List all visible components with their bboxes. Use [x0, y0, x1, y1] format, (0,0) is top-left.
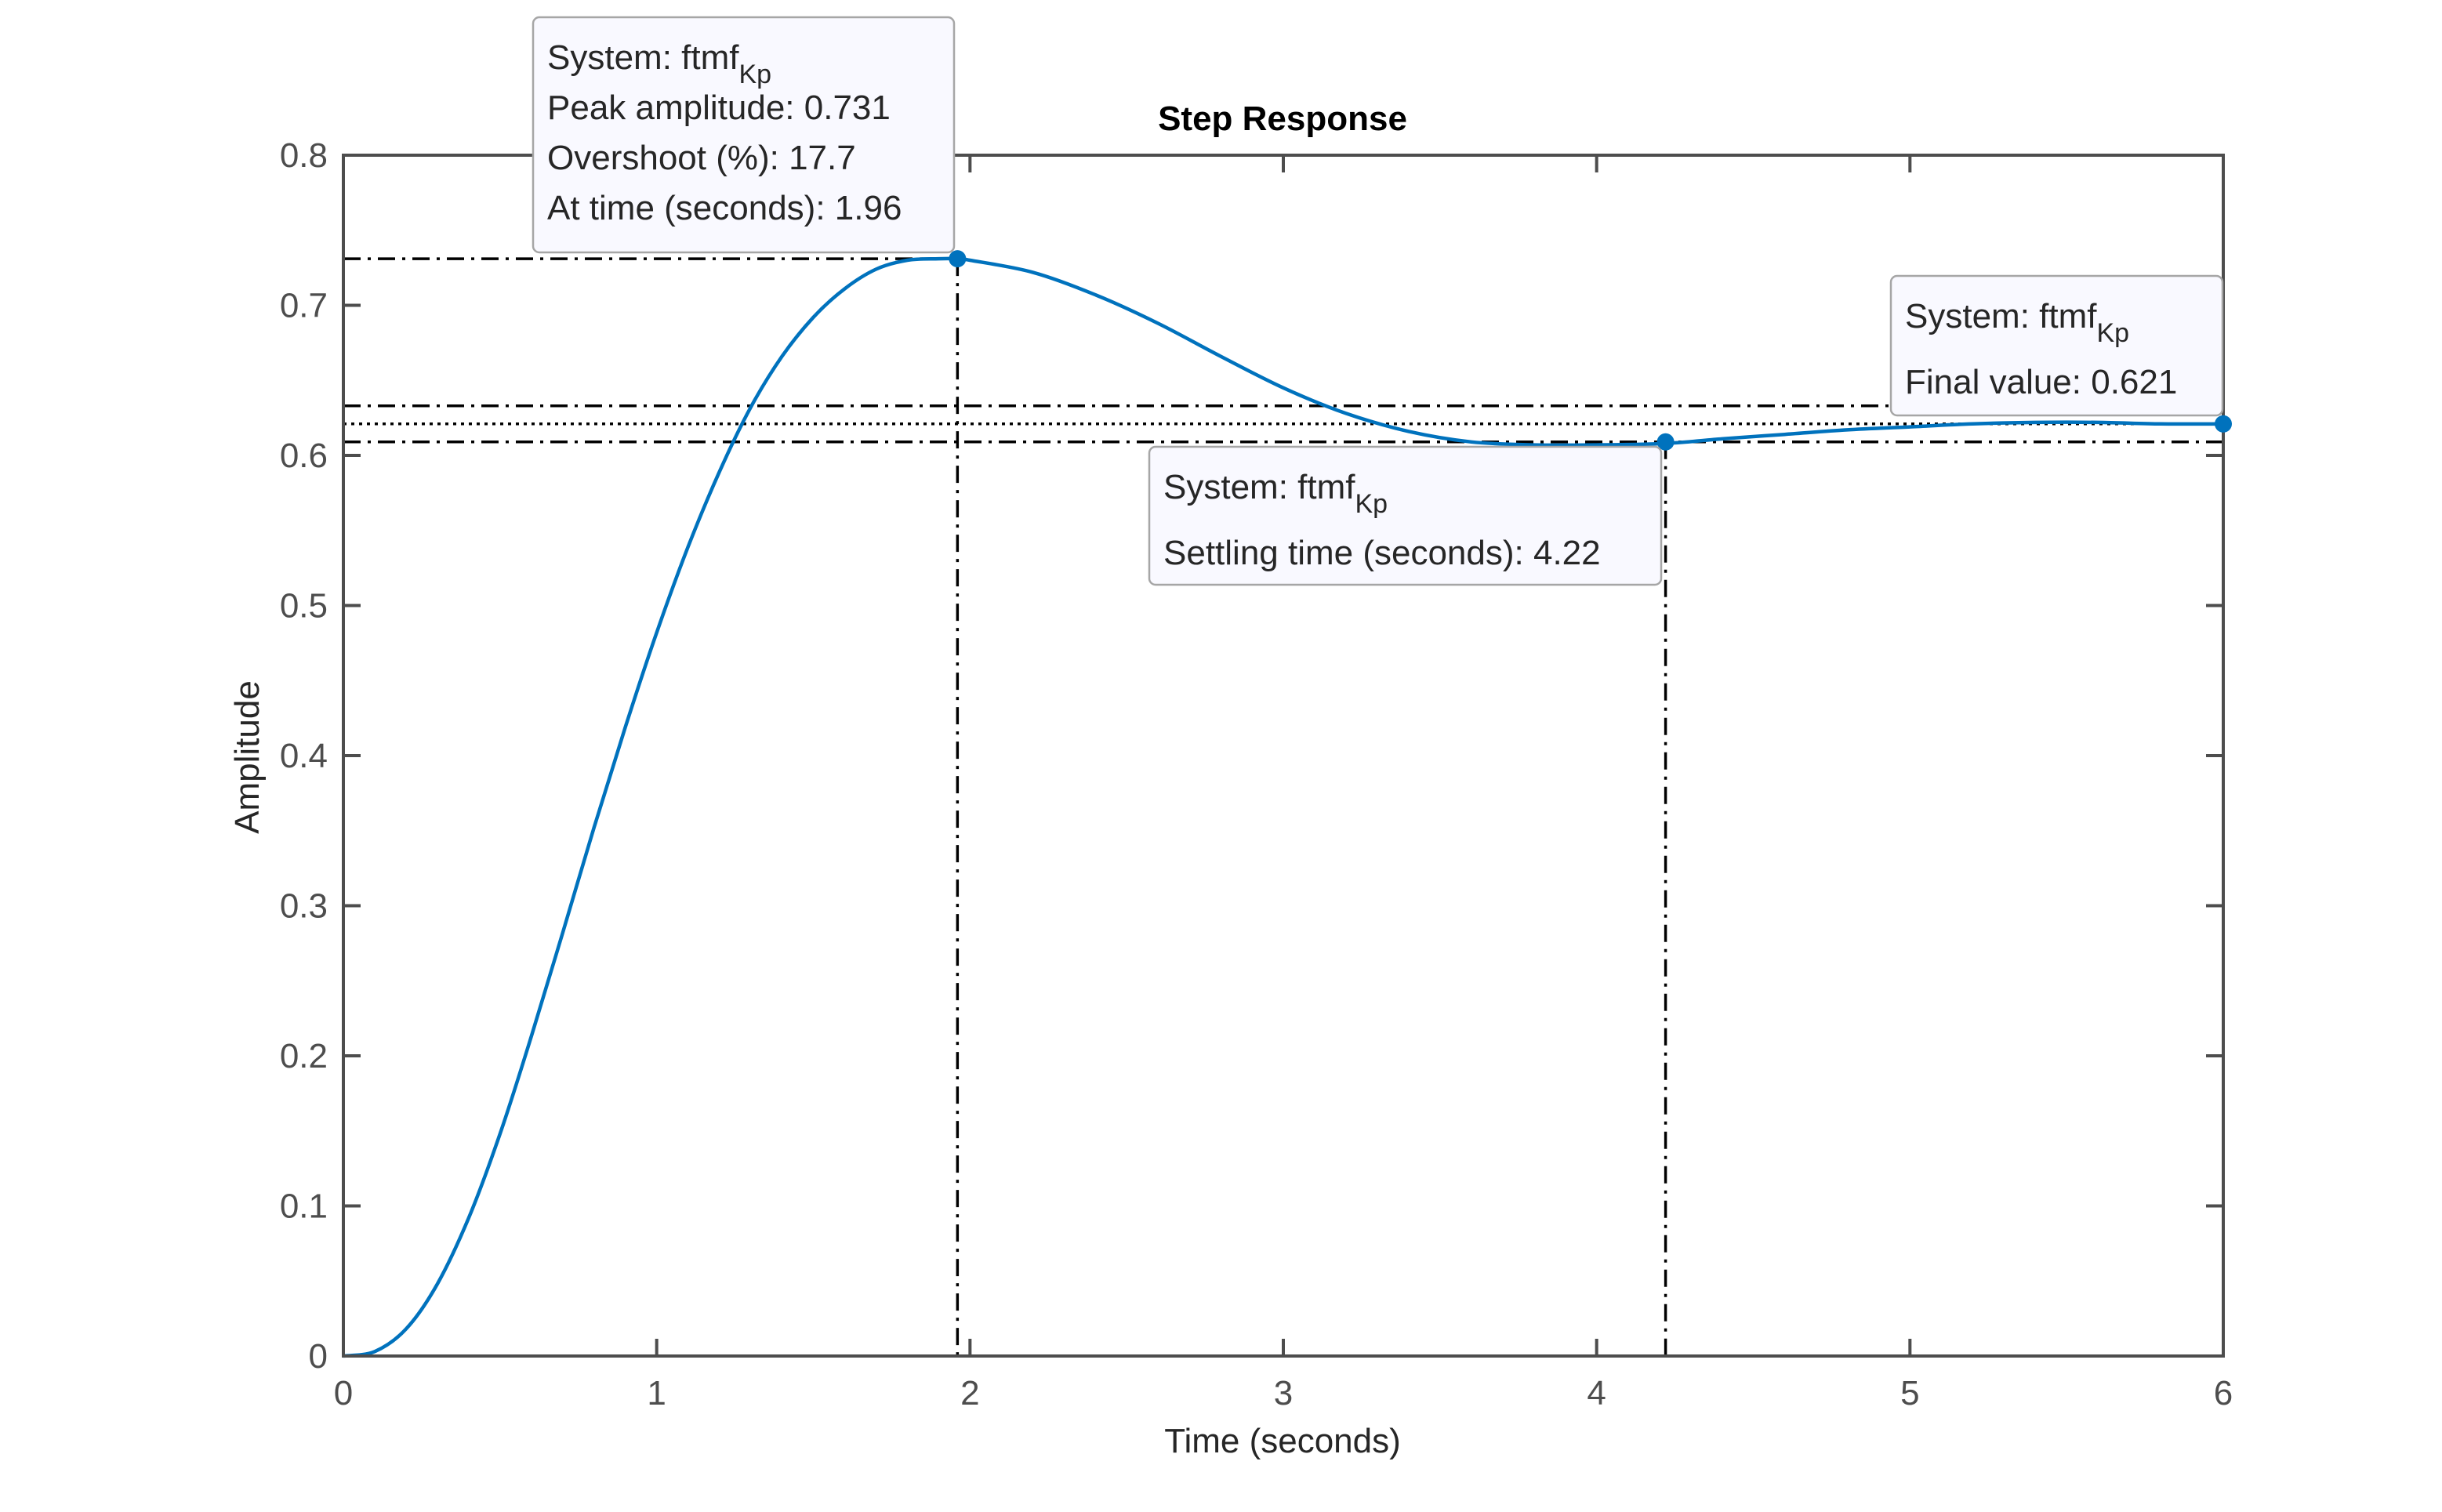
x-tick-label: 3: [1274, 1374, 1293, 1412]
datatip: System: ftmfKp Final value: 0.621: [1889, 274, 2224, 417]
x-axis-label: Time (seconds): [1164, 1422, 1401, 1460]
datatip-box: [532, 16, 956, 254]
y-axis-label: Amplitude: [228, 680, 267, 834]
datatip-line: System: ftmfKp: [547, 38, 771, 89]
y-tick-label: 0.6: [280, 437, 328, 475]
x-tick-label: 5: [1900, 1374, 1919, 1412]
y-tick-label: 0.5: [280, 587, 328, 625]
y-tick-label: 0.1: [280, 1187, 328, 1226]
datatip-line: Peak amplitude: 0.731: [547, 89, 891, 127]
data-point-marker: [2215, 415, 2232, 433]
x-tick-label: 6: [2214, 1374, 2233, 1412]
data-point-marker: [1656, 433, 1675, 451]
chart-title: Step Response: [1158, 100, 1407, 138]
markers: [949, 250, 2232, 451]
datatip-line: Settling time (seconds): 4.22: [1163, 534, 1601, 572]
datatip-line: System: ftmfKp: [1163, 468, 1388, 519]
datatip-line: System: ftmfKp: [1905, 297, 2129, 348]
x-tick-label: 4: [1587, 1374, 1606, 1412]
y-tick-label: 0.8: [280, 136, 328, 175]
y-tick-label: 0: [309, 1337, 328, 1376]
datatip-line: At time (seconds): 1.96: [547, 189, 902, 227]
y-tick-label: 0.4: [280, 737, 328, 775]
x-tick-label: 0: [334, 1374, 353, 1412]
x-tick-label: 1: [647, 1374, 666, 1412]
y-tick-label: 0.2: [280, 1037, 328, 1075]
datatip-line: Final value: 0.621: [1905, 363, 2177, 401]
x-tick-label: 2: [960, 1374, 979, 1412]
y-tick-label: 0.7: [280, 287, 328, 325]
axes: 0 1 2 3 4 5 6 0 0.1 0.2 0.3 0.4 0.5 0.6 0.7 0.8: [280, 136, 2233, 1412]
y-tick-label: 0.3: [280, 887, 328, 926]
datatip-line: Overshoot (%): 17.7: [547, 139, 856, 177]
data-point-marker: [949, 250, 967, 268]
datatip: System: ftmfKp Settling time (seconds): 4…: [1148, 445, 1663, 586]
datatip-box: [1889, 274, 2224, 417]
datatip-box: [1148, 445, 1663, 586]
